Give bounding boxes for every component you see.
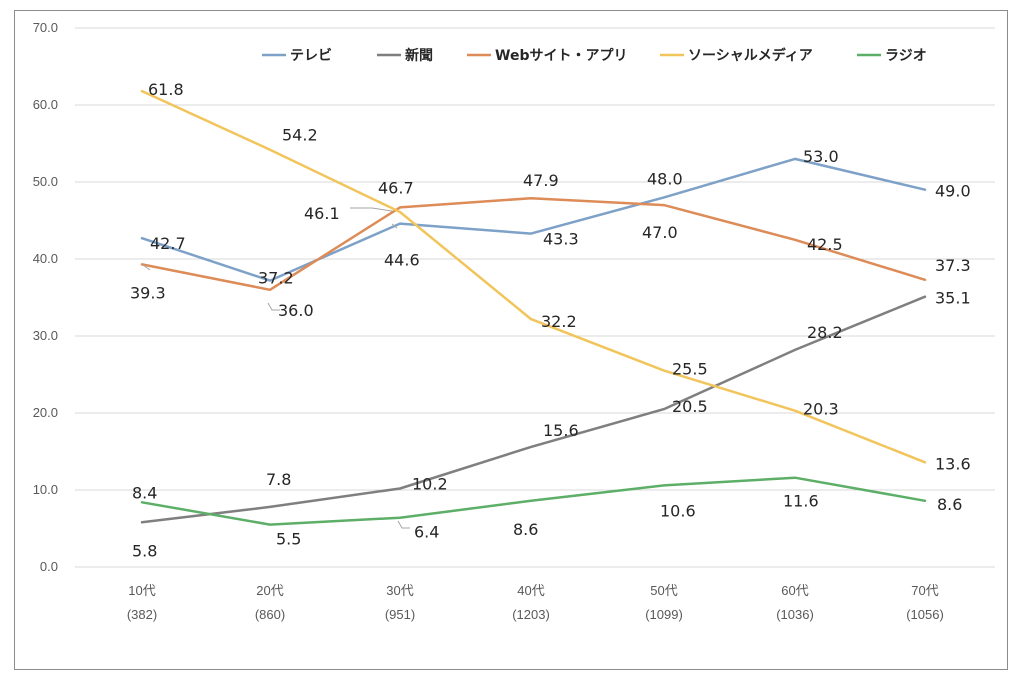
x-tick-label: 20代 [256,583,283,598]
series-line-4 [140,476,927,526]
label-leader [350,207,393,212]
x-tick-count: (1099) [645,607,683,622]
data-label: 15.6 [543,421,579,440]
x-tick-label: 30代 [386,583,413,598]
legend-label-0: テレビ [290,48,332,64]
y-tick-label: 40.0 [33,251,58,266]
x-tick-label: 50代 [650,583,677,598]
data-label: 6.4 [414,523,439,542]
data-label: 32.2 [541,312,577,331]
data-label: 49.0 [935,182,971,201]
legend: テレビ 新聞 Webサイト・アプリ ソーシャルメディア ラジオ [262,47,927,64]
y-tick-label: 60.0 [33,97,58,112]
label-leader [391,223,398,229]
x-tick-count: (1203) [512,607,550,622]
data-label: 8.4 [132,483,157,502]
data-label: 10.2 [412,474,448,493]
x-tick-label: 40代 [517,583,544,598]
label-leader [267,302,280,311]
x-tick-count: (382) [127,607,157,622]
data-label: 11.6 [783,492,819,511]
data-label: 42.5 [807,235,843,254]
x-tick-count: (860) [255,607,285,622]
data-label: 5.5 [276,530,301,549]
x-tick-label: 60代 [781,583,808,598]
data-label: 28.2 [807,323,843,342]
x-tick-count: (1036) [776,607,814,622]
series-line-1 [140,295,927,524]
x-tick-label: 70代 [911,583,938,598]
data-label: 46.1 [304,204,340,223]
y-tick-label: 70.0 [33,20,58,35]
data-label: 47.9 [523,171,559,190]
series-line-3 [140,89,927,464]
label-leader [397,520,410,529]
data-label: 10.6 [660,501,696,520]
data-label: 7.8 [266,470,291,489]
label-leader [142,264,151,271]
data-label: 20.5 [672,397,708,416]
data-label: 5.8 [132,541,157,560]
data-label: 47.0 [642,223,678,242]
data-label: 36.0 [278,301,314,320]
label-leaders [142,207,410,529]
data-label: 61.8 [148,80,184,99]
data-label: 54.2 [282,126,318,145]
y-tick-label: 30.0 [33,328,58,343]
data-label: 44.6 [384,251,420,270]
x-tick-count: (1056) [906,607,944,622]
data-label: 13.6 [935,454,971,473]
x-tick-label: 10代 [128,583,155,598]
series-line-0 [140,157,927,282]
axis-labels: 0.0 10.0 20.0 30.0 40.0 50.0 60.0 70.0 10代 (382) 2… [33,20,944,622]
data-label: 37.2 [258,269,294,288]
data-label: 8.6 [513,520,538,539]
data-label: 20.3 [803,400,839,419]
data-label: 43.3 [543,230,579,249]
legend-label-2: Webサイト・アプリ [495,48,627,64]
y-tick-label: 10.0 [33,482,58,497]
legend-label-4: ラジオ [885,48,927,64]
data-label: 42.7 [150,234,186,253]
series-line-2 [140,196,927,292]
data-label: 46.7 [378,178,414,197]
data-label: 8.6 [937,495,962,514]
legend-label-3: ソーシャルメディア [688,47,813,64]
data-label: 53.0 [803,147,839,166]
data-label: 25.5 [672,360,708,379]
y-tick-label: 20.0 [33,405,58,420]
data-label: 48.0 [647,169,683,188]
y-tick-label: 50.0 [33,174,58,189]
data-label: 37.3 [935,256,971,275]
x-tick-count: (951) [385,607,415,622]
grid-layer [75,27,995,568]
series-lines [140,89,927,526]
y-tick-label: 0.0 [40,559,58,574]
legend-label-1: 新聞 [405,47,433,64]
data-label: 39.3 [130,283,166,302]
chart-frame [14,10,1008,670]
data-label: 35.1 [935,289,971,308]
data-labels: 42.7 37.2 44.6 43.3 48.0 53.0 49.0 5.8 7.8 10.2 15… [130,80,971,560]
